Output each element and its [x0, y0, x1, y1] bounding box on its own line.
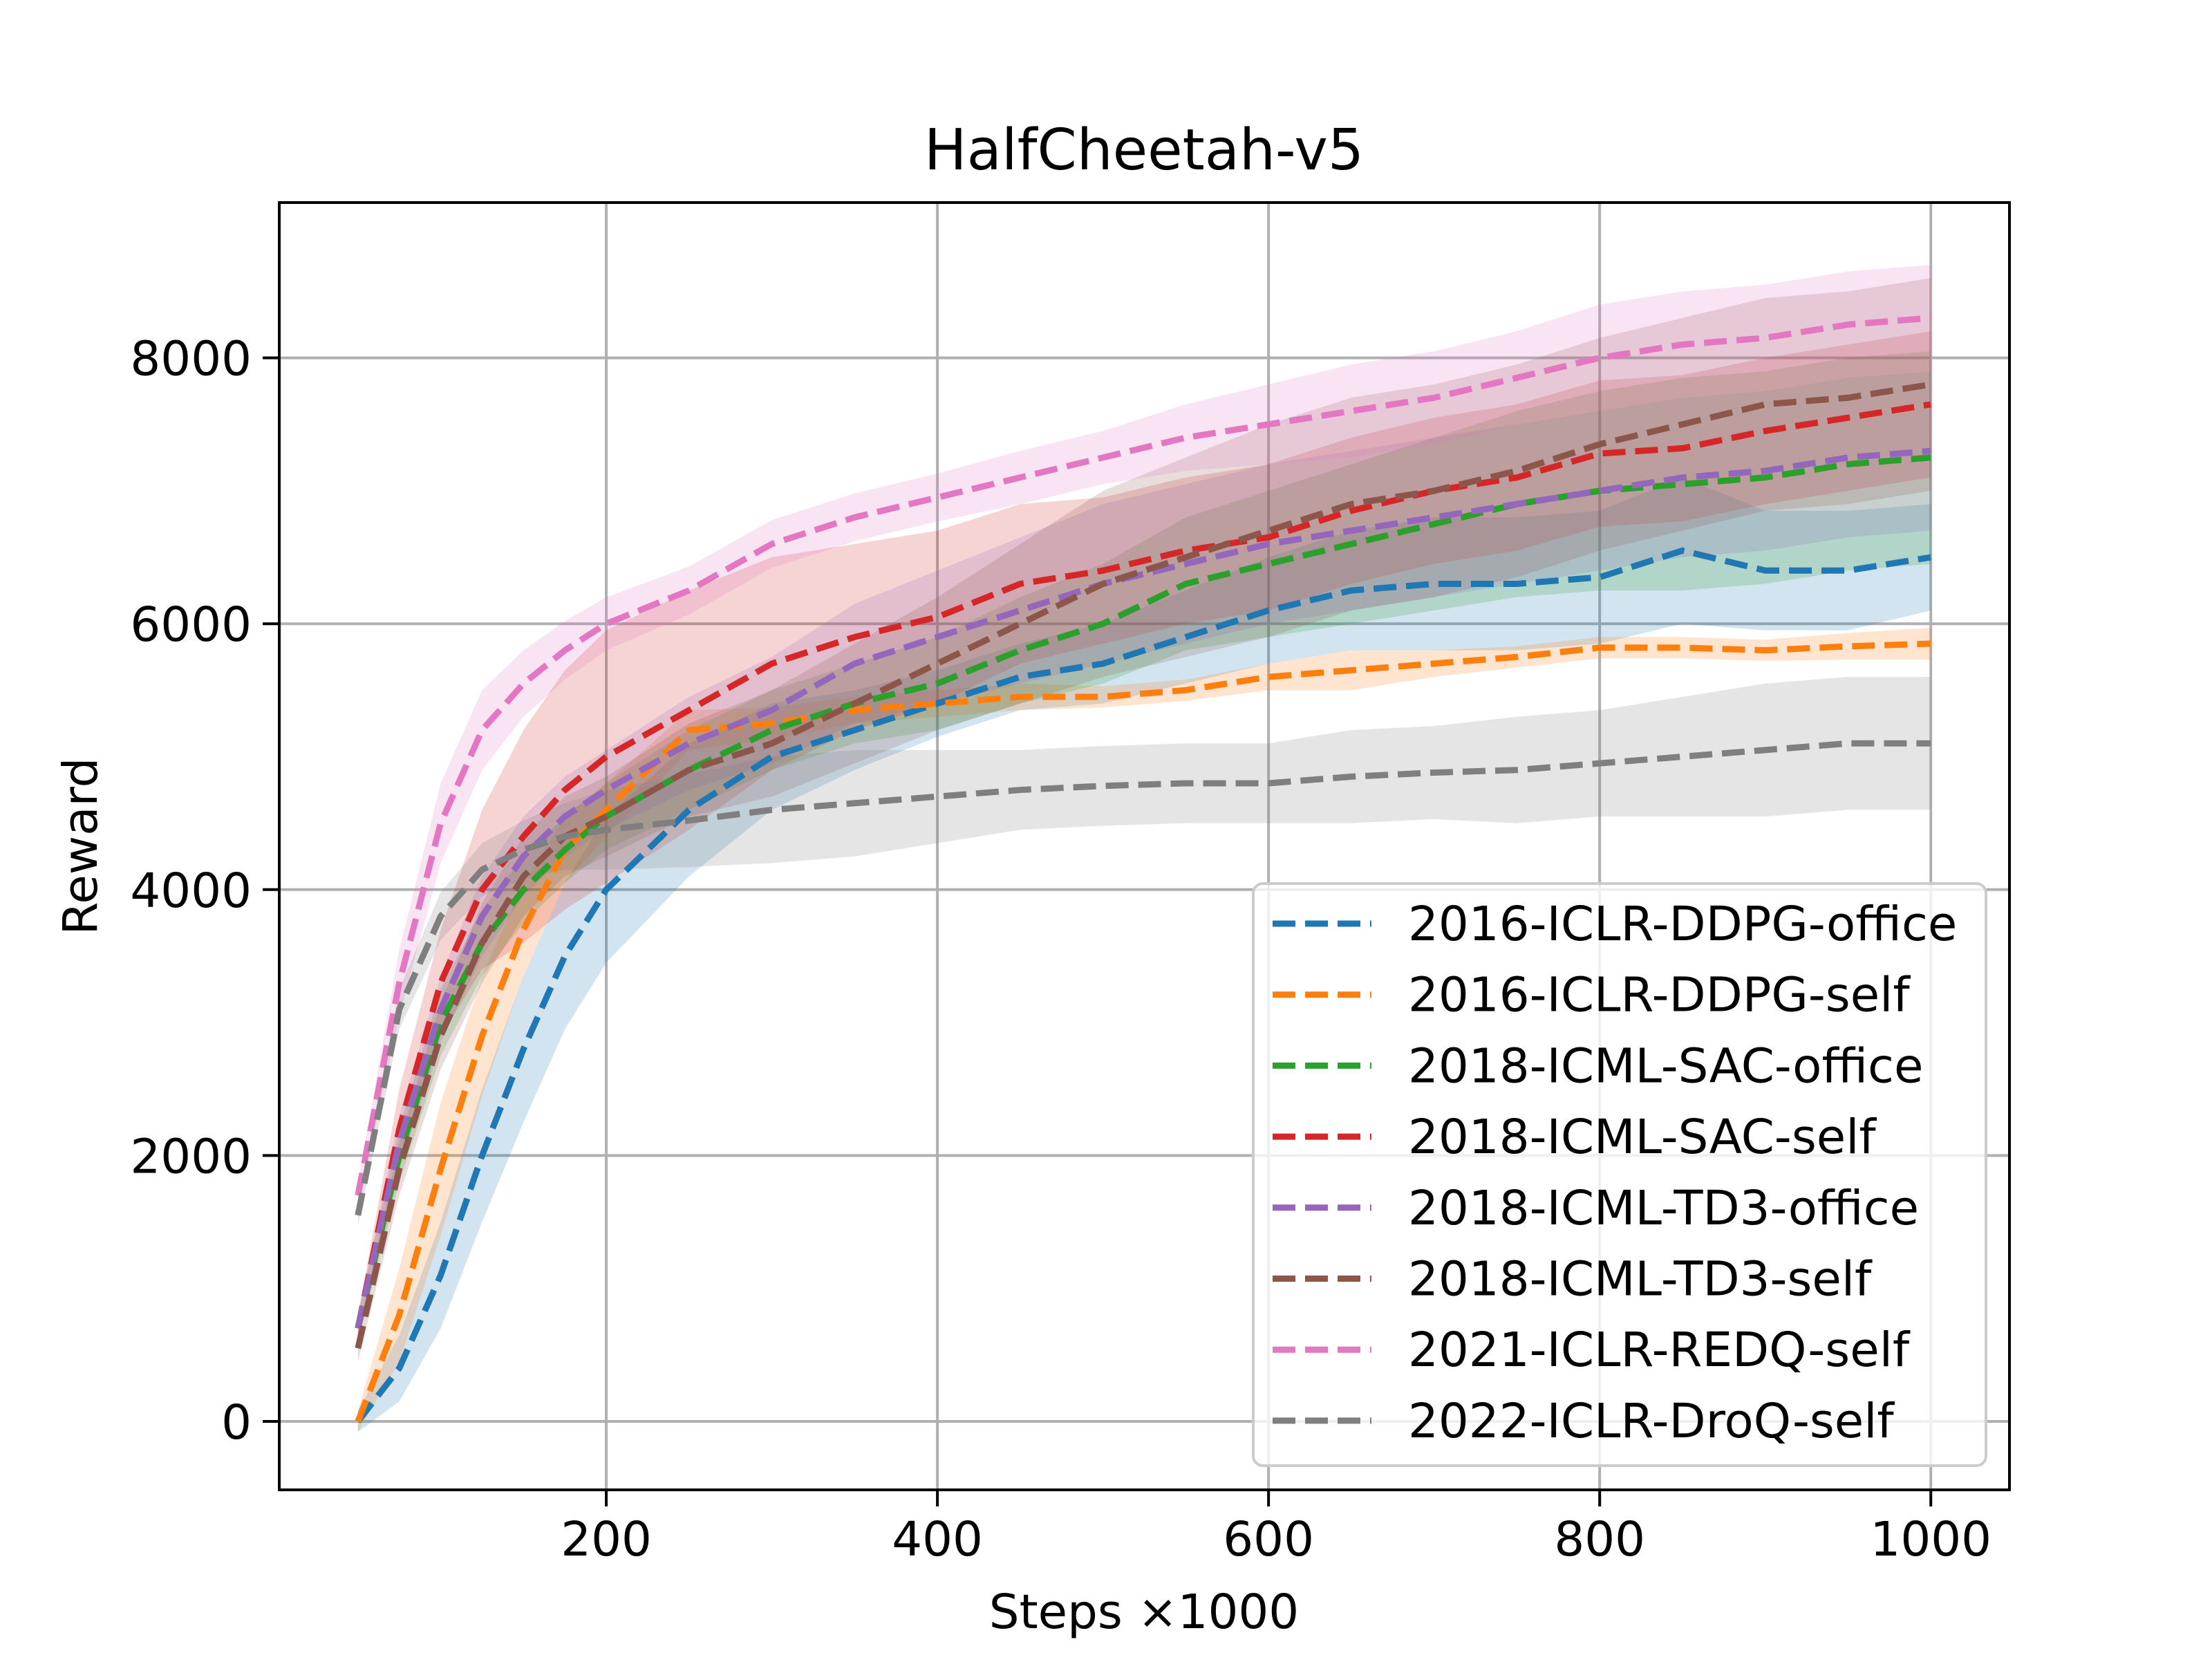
- series-line-7: [355, 740, 1931, 1216]
- y-tick-label: 4000: [130, 863, 252, 919]
- y-axis-label: Reward: [53, 758, 109, 935]
- x-tick-label: 200: [561, 1512, 652, 1567]
- legend-label: 2021-ICLR-REDQ-self: [1408, 1323, 1911, 1378]
- std-band-0: [357, 477, 1931, 1432]
- series-line-5: [355, 381, 1931, 1350]
- series-line-0: [355, 547, 1931, 1423]
- x-tick-label: 800: [1554, 1512, 1645, 1567]
- legend-label: 2018-ICML-TD3-self: [1408, 1252, 1873, 1307]
- std-band-6: [357, 264, 1931, 1209]
- y-tick-label: 6000: [130, 597, 252, 653]
- legend-label: 2018-ICML-SAC-office: [1408, 1038, 1923, 1094]
- std-band-5: [357, 278, 1931, 1362]
- legend-box: [1252, 882, 1987, 1467]
- std-band-2: [357, 351, 1931, 1342]
- x-tick-label: 600: [1223, 1512, 1314, 1567]
- series-line-6: [355, 315, 1931, 1196]
- legend-label: 2016-ICLR-DDPG-self: [1408, 968, 1911, 1023]
- legend-label: 2018-ICML-SAC-self: [1408, 1110, 1877, 1165]
- y-tick-label: 0: [221, 1395, 252, 1450]
- x-tick-label: 1000: [1870, 1512, 1991, 1567]
- y-tick-label: 2000: [130, 1129, 252, 1184]
- legend-label: 2022-ICLR-DroQ-self: [1408, 1394, 1895, 1449]
- x-tick-label: 400: [892, 1512, 983, 1567]
- chart-title: HalfCheetah-v5: [924, 118, 1364, 183]
- series-line-2: [355, 454, 1931, 1329]
- plot-frame: [278, 201, 2011, 1491]
- x-axis-label: Steps ×1000: [989, 1585, 1299, 1640]
- legend-label: 2018-ICML-TD3-office: [1408, 1181, 1919, 1236]
- legend: 2016-ICLR-DDPG-office 2016-ICLR-DDPG-self…: [1252, 882, 1987, 1467]
- series-lines: [355, 315, 1931, 1423]
- y-tick-label: 8000: [130, 332, 252, 387]
- series-line-1: [355, 640, 1931, 1423]
- legend-label: 2016-ICLR-DDPG-office: [1408, 897, 1957, 952]
- std-band-3: [357, 331, 1931, 1342]
- axis-ticks: 200 400 600 800 1000 0 2000 4000 6000 8000: [130, 332, 1991, 1567]
